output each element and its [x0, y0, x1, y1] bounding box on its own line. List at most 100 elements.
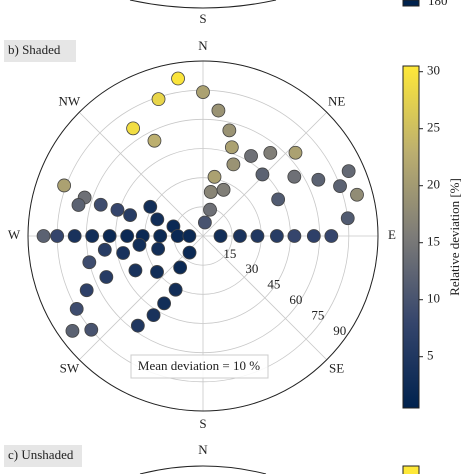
point [170, 229, 185, 243]
fragment-axis [129, 0, 277, 9]
point [151, 92, 166, 107]
colorbar-tick-label: 10 [427, 291, 440, 306]
point [97, 242, 112, 257]
fragment-axis [139, 465, 267, 474]
colorbar-tick-label: 20 [427, 177, 440, 192]
fragment-tick: 180 [428, 0, 448, 8]
point [93, 197, 108, 212]
point [67, 229, 82, 243]
point [82, 255, 97, 270]
point [116, 246, 131, 260]
fragment-colorbar [402, 465, 420, 474]
point [126, 121, 141, 136]
theta-tick-label: SW [60, 361, 80, 376]
point [197, 215, 212, 230]
r-tick-label: 90 [333, 323, 346, 338]
point [143, 199, 158, 214]
r-tick-label: 75 [311, 307, 324, 322]
colorbar-tick-label: 25 [427, 120, 440, 135]
point [171, 71, 185, 86]
colorbar-label: Relative deviation [%] [447, 178, 462, 296]
r-tick-label: 15 [223, 246, 236, 261]
point [306, 229, 321, 243]
point [130, 318, 145, 333]
point [271, 192, 286, 207]
point [203, 185, 218, 199]
theta-tick-label: SE [329, 361, 344, 376]
point [69, 302, 84, 316]
point [128, 263, 143, 278]
r-tick-label: 45 [267, 277, 280, 292]
point [250, 229, 265, 243]
point [211, 103, 226, 118]
panel-label-box [4, 40, 76, 62]
point [311, 172, 326, 187]
point [207, 169, 222, 184]
panel-label-box [4, 445, 82, 467]
colorbar-tick-label: 5 [427, 348, 434, 363]
point [150, 265, 164, 279]
point [233, 229, 247, 243]
theta-tick-label: S [199, 416, 206, 431]
grid-line [78, 235, 204, 361]
point [255, 167, 270, 182]
theta-tick-label: W [8, 227, 21, 242]
grid-line [202, 235, 328, 361]
point [222, 123, 237, 138]
point [216, 182, 231, 197]
point [226, 157, 241, 172]
point [196, 85, 210, 100]
point [182, 245, 197, 260]
point [147, 133, 162, 148]
point [123, 208, 138, 222]
r-tick-label: 30 [245, 261, 258, 276]
fragment-label: N [198, 442, 208, 457]
theta-tick-label: E [388, 227, 396, 242]
point [341, 164, 356, 179]
grid-line [78, 111, 204, 237]
point [110, 202, 125, 217]
point [288, 145, 303, 160]
point [84, 322, 99, 337]
panel-label: c) Unshaded [8, 447, 74, 462]
annotation-box [130, 354, 269, 379]
point [146, 308, 161, 323]
point [150, 212, 165, 227]
point [132, 238, 147, 252]
point [244, 149, 258, 163]
point [151, 241, 166, 256]
panel-label: b) Shaded [8, 42, 61, 57]
point [333, 179, 347, 194]
point [57, 178, 72, 193]
point [182, 229, 197, 243]
point [120, 229, 135, 243]
point [263, 145, 278, 160]
point [224, 140, 239, 155]
point [324, 229, 339, 243]
annotation: Mean deviation = 10 % [138, 358, 260, 373]
point [340, 211, 355, 226]
colorbar [402, 65, 420, 409]
theta-tick-label: NE [328, 93, 345, 108]
point [168, 282, 183, 297]
point [99, 270, 114, 284]
point [36, 229, 51, 243]
point [50, 229, 65, 243]
r-tick-label: 60 [289, 292, 302, 307]
point [287, 229, 302, 243]
point [350, 187, 364, 202]
fragment-label: S [199, 11, 206, 26]
point [79, 283, 94, 298]
point [203, 202, 217, 217]
point [71, 198, 86, 212]
colorbar-tick-label: 30 [427, 63, 440, 78]
polar-frame [27, 60, 379, 412]
colorbar-tick-label: 15 [427, 234, 440, 249]
point [102, 229, 117, 243]
point [65, 323, 80, 338]
theta-tick-label: NW [59, 93, 81, 108]
point [153, 229, 168, 243]
point [287, 169, 302, 184]
fragment-colorbar [402, 0, 420, 7]
